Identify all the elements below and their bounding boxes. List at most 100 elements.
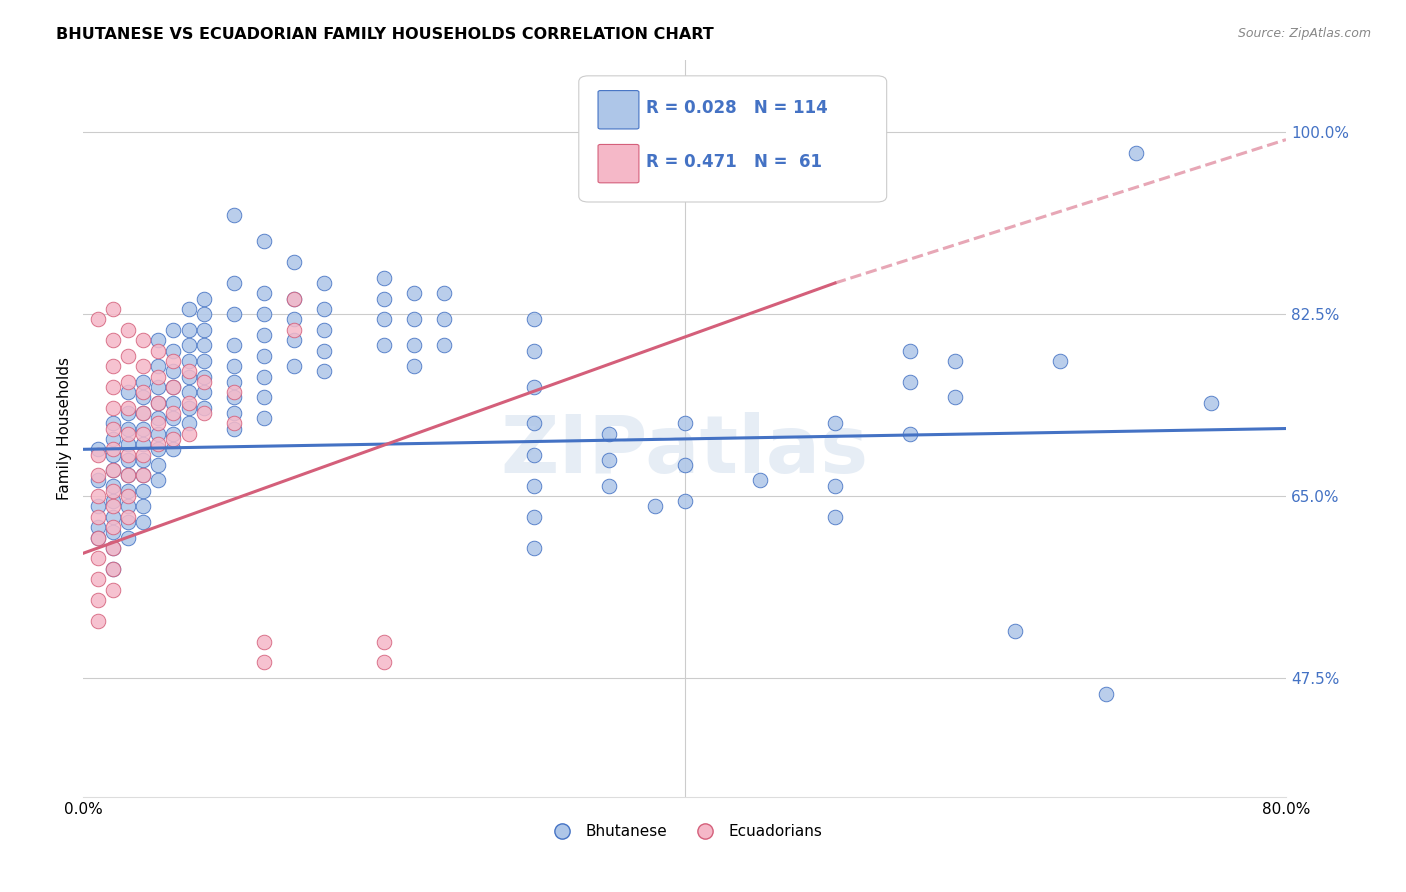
Point (283, 312, 305, 326)
Point (117, 468, 139, 483)
Point (132, 406, 155, 420)
Point (177, 338, 200, 352)
Point (673, 458, 696, 472)
Point (117, 515, 139, 529)
Point (253, 369, 276, 384)
Text: R = 0.471   N =  61: R = 0.471 N = 61 (647, 153, 823, 171)
Point (748, 474, 770, 488)
Point (103, 483, 125, 498)
Point (148, 458, 170, 472)
Text: ZIPatlas: ZIPatlas (501, 412, 869, 490)
Point (177, 401, 200, 415)
Point (193, 385, 215, 400)
Point (824, 156, 846, 170)
FancyBboxPatch shape (598, 145, 638, 183)
Point (103, 417, 125, 431)
Point (193, 401, 215, 415)
Point (793, 120, 815, 135)
Point (132, 437, 155, 451)
Text: Source: ZipAtlas.com: Source: ZipAtlas.com (1237, 27, 1371, 40)
Point (312, 323, 335, 337)
Point (148, 359, 170, 374)
Point (523, 312, 546, 326)
Point (253, 390, 276, 404)
Point (148, 426, 170, 441)
Point (87, 474, 110, 488)
Point (253, 307, 276, 321)
Text: R = 0.028   N = 114: R = 0.028 N = 114 (647, 99, 828, 117)
Point (148, 333, 170, 347)
Point (177, 417, 200, 431)
Point (132, 359, 155, 374)
Point (87, 500, 110, 514)
Point (222, 307, 245, 321)
Point (148, 442, 170, 457)
Point (283, 359, 305, 374)
Point (283, 333, 305, 347)
Point (177, 426, 200, 441)
Point (148, 417, 170, 431)
Point (162, 380, 184, 394)
Point (312, 276, 335, 290)
Point (148, 369, 170, 384)
Point (402, 359, 425, 374)
Point (898, 343, 921, 358)
Point (222, 421, 245, 435)
Point (87, 551, 110, 566)
Point (943, 354, 966, 368)
Point (87, 593, 110, 607)
Point (162, 411, 184, 425)
Point (132, 426, 155, 441)
Point (117, 406, 139, 420)
Point (117, 500, 139, 514)
Point (523, 343, 546, 358)
Point (117, 468, 139, 483)
Point (117, 437, 139, 451)
Point (132, 406, 155, 420)
Point (598, 452, 620, 467)
Point (283, 323, 305, 337)
Point (177, 354, 200, 368)
Point (117, 401, 139, 415)
Point (87, 531, 110, 545)
Point (193, 338, 215, 352)
Point (87, 614, 110, 628)
Point (193, 369, 215, 384)
Point (103, 520, 125, 534)
Point (117, 323, 139, 337)
Point (402, 338, 425, 352)
Point (1004, 624, 1026, 639)
Point (162, 323, 184, 337)
Point (87, 468, 110, 483)
Point (312, 364, 335, 378)
Point (162, 432, 184, 446)
Point (943, 390, 966, 404)
Point (132, 333, 155, 347)
Point (148, 437, 170, 451)
Point (162, 354, 184, 368)
Point (193, 323, 215, 337)
Point (132, 448, 155, 462)
Point (162, 442, 184, 457)
Point (283, 292, 305, 306)
Point (117, 421, 139, 435)
Point (253, 349, 276, 363)
Point (523, 417, 546, 431)
Point (253, 235, 276, 249)
Point (283, 292, 305, 306)
Point (132, 483, 155, 498)
Point (177, 301, 200, 316)
Point (177, 323, 200, 337)
Point (103, 494, 125, 508)
Point (373, 634, 395, 648)
Point (148, 474, 170, 488)
Point (253, 286, 276, 301)
Y-axis label: Family Households: Family Households (58, 357, 72, 500)
Point (673, 494, 696, 508)
Point (312, 301, 335, 316)
Point (433, 338, 456, 352)
Point (598, 426, 620, 441)
Point (103, 432, 125, 446)
Point (222, 385, 245, 400)
Point (1049, 354, 1071, 368)
